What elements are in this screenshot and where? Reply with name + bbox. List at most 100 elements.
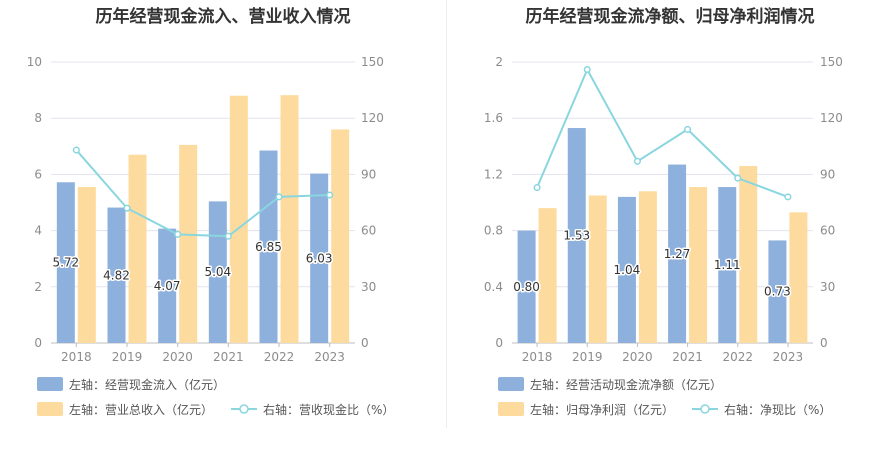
data-label: 1.04 bbox=[614, 263, 641, 277]
y-left-tick-label: 0 bbox=[495, 336, 503, 350]
y-right-tick-label: 90 bbox=[820, 167, 835, 181]
y-right-tick-label: 30 bbox=[361, 280, 376, 294]
data-label: 4.82 bbox=[103, 268, 130, 282]
data-label-halo: 0.73 bbox=[764, 285, 791, 299]
y-left-tick-label: 6 bbox=[34, 167, 42, 181]
chart-title-right: 历年经营现金流净额、归母净利润情况 bbox=[525, 7, 815, 27]
bar-secondary bbox=[331, 129, 350, 343]
data-label-halo: 5.72 bbox=[52, 256, 79, 270]
legend-swatch-primary bbox=[498, 377, 524, 391]
data-label: 5.72 bbox=[52, 256, 79, 270]
data-label-halo: 0.80 bbox=[513, 280, 540, 294]
data-label: 0.80 bbox=[513, 280, 540, 294]
ratio-point bbox=[123, 204, 131, 212]
y-right-tick-label: 60 bbox=[361, 224, 376, 238]
bar-secondary bbox=[128, 154, 147, 343]
y-left-tick-label: 4 bbox=[34, 224, 42, 238]
legend-swatch-secondary bbox=[498, 402, 524, 416]
y-left-tick-label: 10 bbox=[27, 55, 42, 69]
bar-secondary bbox=[77, 187, 96, 343]
data-label: 6.03 bbox=[306, 251, 333, 265]
data-label-halo: 1.04 bbox=[614, 263, 641, 277]
y-left-tick-label: 8 bbox=[34, 111, 42, 125]
data-label: 4.07 bbox=[154, 279, 181, 293]
y-left-tick-label: 0.8 bbox=[484, 224, 503, 238]
bar-primary bbox=[768, 240, 787, 343]
data-label: 1.11 bbox=[714, 258, 741, 272]
legend-label-line: 右轴：净现比（%） bbox=[724, 402, 831, 417]
y-right-tick-label: 90 bbox=[361, 167, 376, 181]
data-label: 5.04 bbox=[204, 265, 231, 279]
x-tick-label: 2021 bbox=[672, 350, 703, 364]
bar-secondary bbox=[538, 208, 557, 343]
y-right-tick-label: 0 bbox=[820, 336, 828, 350]
y-right-tick-label: 60 bbox=[820, 224, 835, 238]
data-label-halo: 6.03 bbox=[306, 251, 333, 265]
bar-primary bbox=[259, 150, 278, 343]
data-label-halo: 6.85 bbox=[255, 240, 282, 254]
y-right-tick-label: 150 bbox=[820, 55, 843, 69]
legend-swatch-secondary bbox=[37, 402, 63, 416]
ratio-point bbox=[583, 65, 591, 74]
bar-secondary bbox=[280, 95, 299, 344]
ratio-line bbox=[75, 149, 330, 238]
x-tick-label: 2022 bbox=[264, 350, 295, 364]
legend-label-secondary: 左轴：归母净利润（亿元） bbox=[530, 402, 674, 417]
legend-swatch-line-marker bbox=[239, 404, 249, 414]
y-right-tick-label: 0 bbox=[361, 336, 369, 350]
ratio-point bbox=[326, 191, 334, 199]
bar-secondary bbox=[789, 212, 808, 343]
ratio-point bbox=[684, 125, 692, 133]
ratio-point bbox=[533, 183, 541, 192]
legend-label-primary: 左轴：经营现金流入（亿元） bbox=[69, 377, 225, 392]
x-tick-label: 2022 bbox=[722, 350, 753, 364]
x-tick-label: 2019 bbox=[572, 350, 603, 364]
bar-primary bbox=[567, 128, 586, 343]
y-left-tick-label: 2 bbox=[34, 280, 42, 294]
data-label-halo: 4.82 bbox=[103, 268, 130, 282]
y-right-tick-label: 120 bbox=[820, 111, 843, 125]
ratio-line bbox=[536, 67, 789, 198]
x-tick-label: 2020 bbox=[162, 350, 193, 364]
ratio-point bbox=[224, 232, 232, 240]
bar-secondary bbox=[739, 165, 758, 343]
bar-primary bbox=[517, 230, 536, 343]
x-tick-label: 2023 bbox=[773, 350, 804, 364]
chart-title-left: 历年经营现金流入、营业收入情况 bbox=[95, 7, 351, 27]
bar-secondary bbox=[689, 187, 708, 343]
bar-primary bbox=[668, 164, 687, 343]
legend-label-line: 右轴：营收现金比（%） bbox=[263, 402, 394, 417]
data-label: 0.73 bbox=[764, 285, 791, 299]
legend-label-primary: 左轴：经营活动现金流净额（亿元） bbox=[530, 377, 722, 392]
ratio-point bbox=[174, 230, 182, 238]
ratio-point bbox=[72, 146, 80, 154]
bar-primary bbox=[56, 182, 75, 343]
data-label-halo: 4.07 bbox=[154, 279, 181, 293]
data-label: 1.27 bbox=[664, 247, 691, 261]
data-label: 1.53 bbox=[563, 229, 590, 243]
y-left-tick-label: 0.4 bbox=[484, 280, 503, 294]
y-left-tick-label: 1.6 bbox=[484, 111, 503, 125]
bar-secondary bbox=[179, 144, 198, 343]
x-tick-label: 2018 bbox=[61, 350, 92, 364]
data-label-halo: 1.53 bbox=[563, 229, 590, 243]
y-left-tick-label: 2 bbox=[495, 55, 503, 69]
data-label: 6.85 bbox=[255, 240, 282, 254]
y-right-tick-label: 150 bbox=[361, 55, 384, 69]
y-right-tick-label: 120 bbox=[361, 111, 384, 125]
bar-primary bbox=[310, 173, 329, 343]
ratio-point bbox=[633, 157, 641, 165]
bar-secondary bbox=[588, 195, 607, 343]
bar-primary bbox=[158, 228, 177, 343]
x-tick-label: 2020 bbox=[622, 350, 653, 364]
bar-primary bbox=[107, 207, 126, 343]
x-tick-label: 2021 bbox=[213, 350, 244, 364]
data-label-halo: 5.04 bbox=[204, 265, 231, 279]
legend-label-secondary: 左轴：营业总收入（亿元） bbox=[69, 402, 213, 417]
bar-primary bbox=[617, 196, 636, 343]
bar-primary bbox=[718, 187, 737, 343]
ratio-point bbox=[784, 193, 792, 201]
bar-secondary bbox=[229, 95, 248, 343]
x-tick-label: 2023 bbox=[314, 350, 345, 364]
